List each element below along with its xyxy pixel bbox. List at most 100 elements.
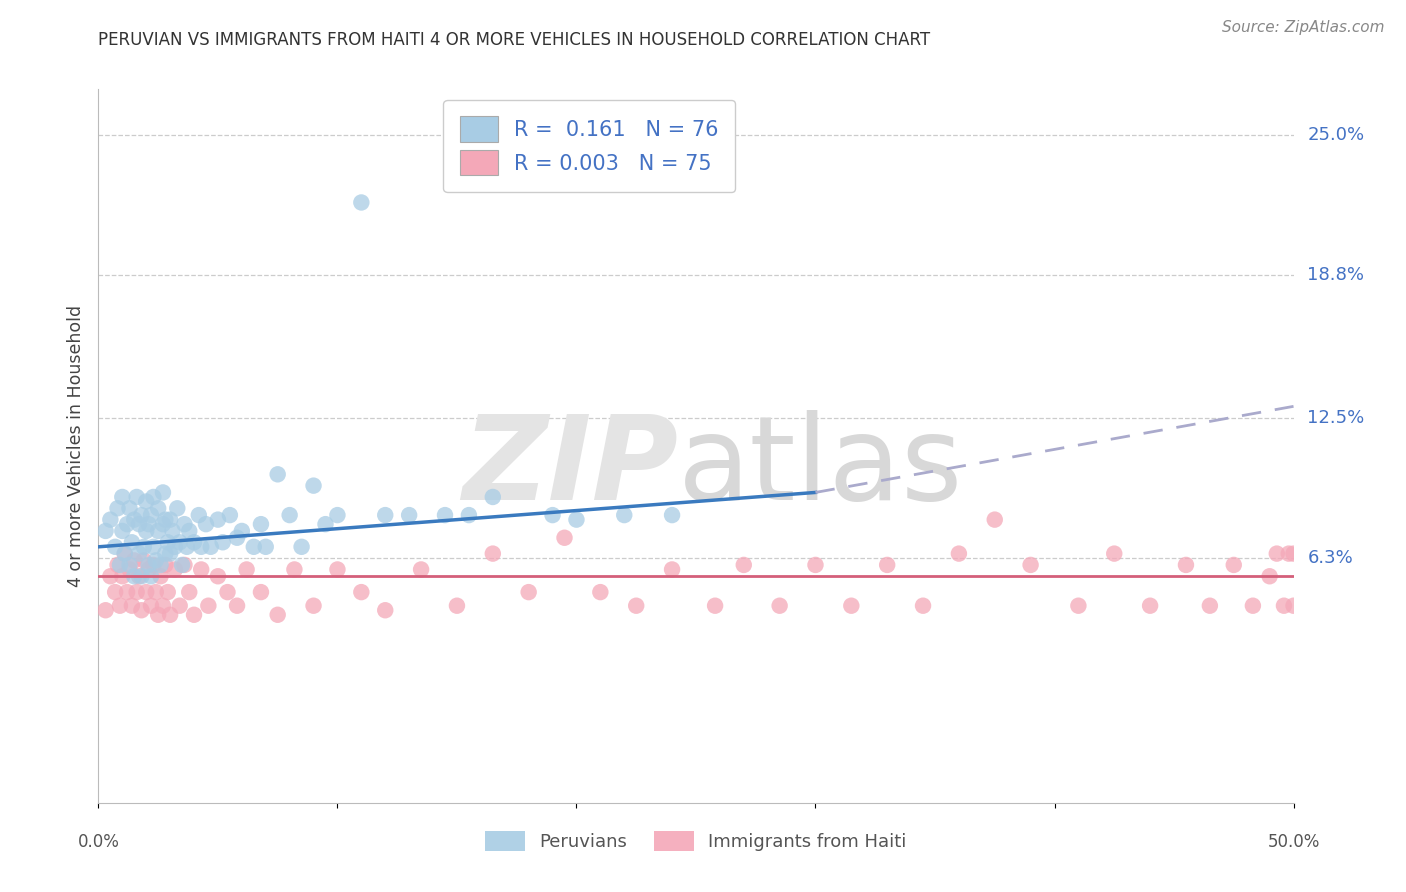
Point bbox=[142, 540, 165, 554]
Point bbox=[156, 535, 179, 549]
Legend: Peruvians, Immigrants from Haiti: Peruvians, Immigrants from Haiti bbox=[478, 823, 914, 858]
Point bbox=[458, 508, 481, 522]
Point bbox=[626, 599, 648, 613]
Text: 6.3%: 6.3% bbox=[1308, 549, 1353, 567]
Point bbox=[135, 494, 157, 508]
Point bbox=[145, 553, 167, 567]
Point bbox=[1139, 599, 1161, 613]
Point bbox=[661, 508, 683, 522]
Point bbox=[135, 585, 157, 599]
Point bbox=[291, 540, 314, 554]
Point bbox=[142, 558, 165, 572]
Point bbox=[517, 585, 540, 599]
Point bbox=[108, 558, 131, 572]
Point bbox=[481, 490, 505, 504]
Point bbox=[121, 599, 143, 613]
Point bbox=[197, 599, 219, 613]
Point bbox=[254, 540, 277, 554]
Point bbox=[804, 558, 827, 572]
Point bbox=[350, 195, 373, 210]
Point bbox=[326, 562, 349, 576]
Point bbox=[142, 490, 165, 504]
Point bbox=[156, 585, 179, 599]
Y-axis label: 4 or more Vehicles in Household: 4 or more Vehicles in Household bbox=[66, 305, 84, 587]
Point bbox=[132, 553, 155, 567]
Point bbox=[155, 547, 177, 561]
Point bbox=[173, 558, 195, 572]
Point bbox=[411, 562, 433, 576]
Point bbox=[243, 540, 266, 554]
Point bbox=[114, 547, 136, 561]
Point bbox=[118, 558, 141, 572]
Point bbox=[187, 508, 209, 522]
Text: 25.0%: 25.0% bbox=[1308, 126, 1365, 144]
Point bbox=[250, 517, 273, 532]
Text: ZIP: ZIP bbox=[463, 410, 678, 524]
Point bbox=[1282, 599, 1305, 613]
Point bbox=[118, 501, 141, 516]
Point bbox=[733, 558, 755, 572]
Point bbox=[155, 558, 177, 572]
Point bbox=[1019, 558, 1042, 572]
Point bbox=[121, 535, 143, 549]
Point bbox=[131, 603, 153, 617]
Point bbox=[589, 585, 612, 599]
Point bbox=[169, 535, 191, 549]
Text: Source: ZipAtlas.com: Source: ZipAtlas.com bbox=[1222, 20, 1385, 35]
Point bbox=[114, 547, 136, 561]
Point bbox=[231, 524, 253, 538]
Point bbox=[139, 599, 162, 613]
Point bbox=[94, 524, 117, 538]
Point bbox=[1258, 569, 1281, 583]
Text: 12.5%: 12.5% bbox=[1308, 409, 1365, 426]
Point bbox=[169, 599, 191, 613]
Point bbox=[111, 490, 134, 504]
Point bbox=[172, 558, 194, 572]
Point bbox=[139, 569, 162, 583]
Point bbox=[226, 599, 249, 613]
Point bbox=[190, 562, 212, 576]
Point bbox=[841, 599, 863, 613]
Point bbox=[302, 599, 325, 613]
Point bbox=[111, 569, 134, 583]
Point bbox=[302, 478, 325, 492]
Point bbox=[94, 603, 117, 617]
Point bbox=[911, 599, 934, 613]
Point bbox=[162, 524, 184, 538]
Point bbox=[315, 517, 337, 532]
Point bbox=[108, 599, 131, 613]
Text: atlas: atlas bbox=[678, 410, 963, 524]
Point bbox=[183, 607, 205, 622]
Point bbox=[115, 517, 138, 532]
Point bbox=[1282, 547, 1305, 561]
Point bbox=[326, 508, 349, 522]
Point bbox=[190, 540, 212, 554]
Point bbox=[152, 517, 174, 532]
Point bbox=[1223, 558, 1246, 572]
Point bbox=[195, 517, 218, 532]
Point bbox=[152, 485, 174, 500]
Text: 0.0%: 0.0% bbox=[77, 833, 120, 851]
Text: PERUVIAN VS IMMIGRANTS FROM HAITI 4 OR MORE VEHICLES IN HOUSEHOLD CORRELATION CH: PERUVIAN VS IMMIGRANTS FROM HAITI 4 OR M… bbox=[98, 31, 931, 49]
Point bbox=[207, 569, 229, 583]
Point bbox=[166, 501, 188, 516]
Point bbox=[131, 569, 153, 583]
Point bbox=[138, 562, 160, 576]
Point bbox=[179, 524, 201, 538]
Point bbox=[1104, 547, 1126, 561]
Point bbox=[104, 540, 127, 554]
Point bbox=[613, 508, 636, 522]
Point bbox=[1278, 547, 1301, 561]
Point bbox=[374, 508, 396, 522]
Point bbox=[350, 585, 373, 599]
Point bbox=[661, 562, 683, 576]
Point bbox=[554, 531, 576, 545]
Point bbox=[200, 540, 222, 554]
Point bbox=[132, 540, 155, 554]
Point bbox=[235, 562, 257, 576]
Point bbox=[398, 508, 420, 522]
Point bbox=[124, 513, 146, 527]
Text: 50.0%: 50.0% bbox=[1267, 833, 1320, 851]
Point bbox=[1199, 599, 1222, 613]
Point bbox=[217, 585, 239, 599]
